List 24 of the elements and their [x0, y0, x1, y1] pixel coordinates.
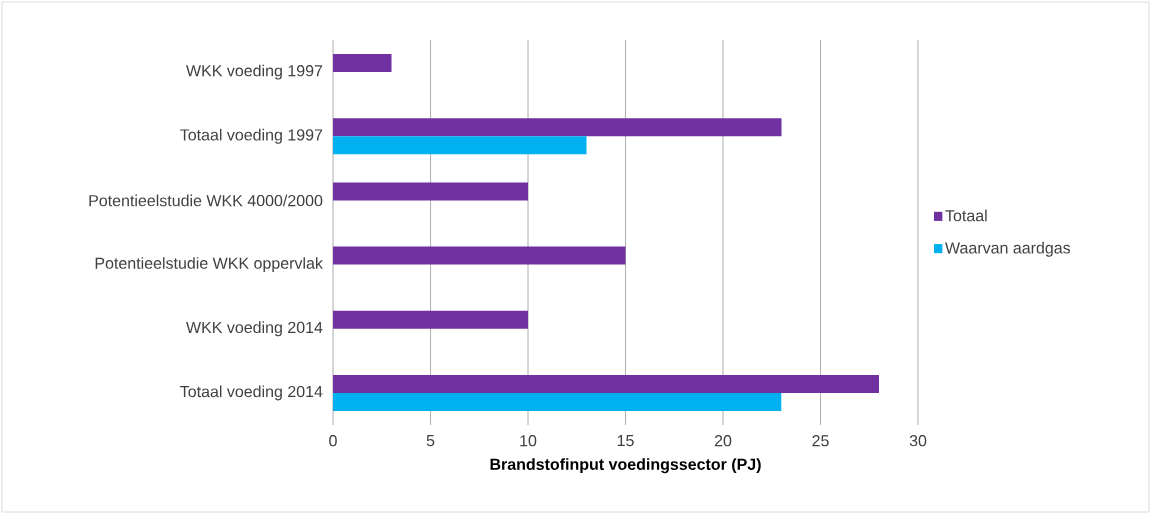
y-tick-label: Potentieelstudie WKK oppervlak	[95, 257, 323, 273]
x-tick-label: 10	[520, 435, 537, 447]
bar	[333, 54, 392, 73]
x-tick-label: 30	[909, 435, 927, 447]
x-axis-title: Brandstofinput voedingssector (PJ)	[490, 458, 761, 474]
bar	[333, 136, 587, 155]
bar	[333, 374, 880, 393]
x-tick-label: 25	[812, 435, 829, 447]
x-tick-label: 5	[426, 435, 435, 447]
y-tick-label: WKK voeding 1997	[186, 64, 323, 80]
x-tick-label: 15	[617, 435, 634, 447]
legend-label: Waarvan aardgas	[945, 241, 1071, 257]
y-tick-label: Totaal voeding 2014	[180, 385, 323, 401]
bar	[333, 392, 782, 411]
y-tick-label: Potentieelstudie WKK 4000/2000	[89, 194, 323, 207]
y-tick-label: Totaal voeding 1997	[180, 128, 323, 144]
x-tick-label: 0	[329, 435, 337, 447]
x-tick-label: 20	[714, 435, 732, 447]
y-tick-label: WKK voeding 2014	[186, 321, 323, 337]
bar	[333, 118, 782, 137]
bar	[333, 310, 529, 329]
bar	[333, 182, 529, 201]
bar	[333, 246, 626, 265]
legend-label: Totaal	[945, 209, 987, 222]
